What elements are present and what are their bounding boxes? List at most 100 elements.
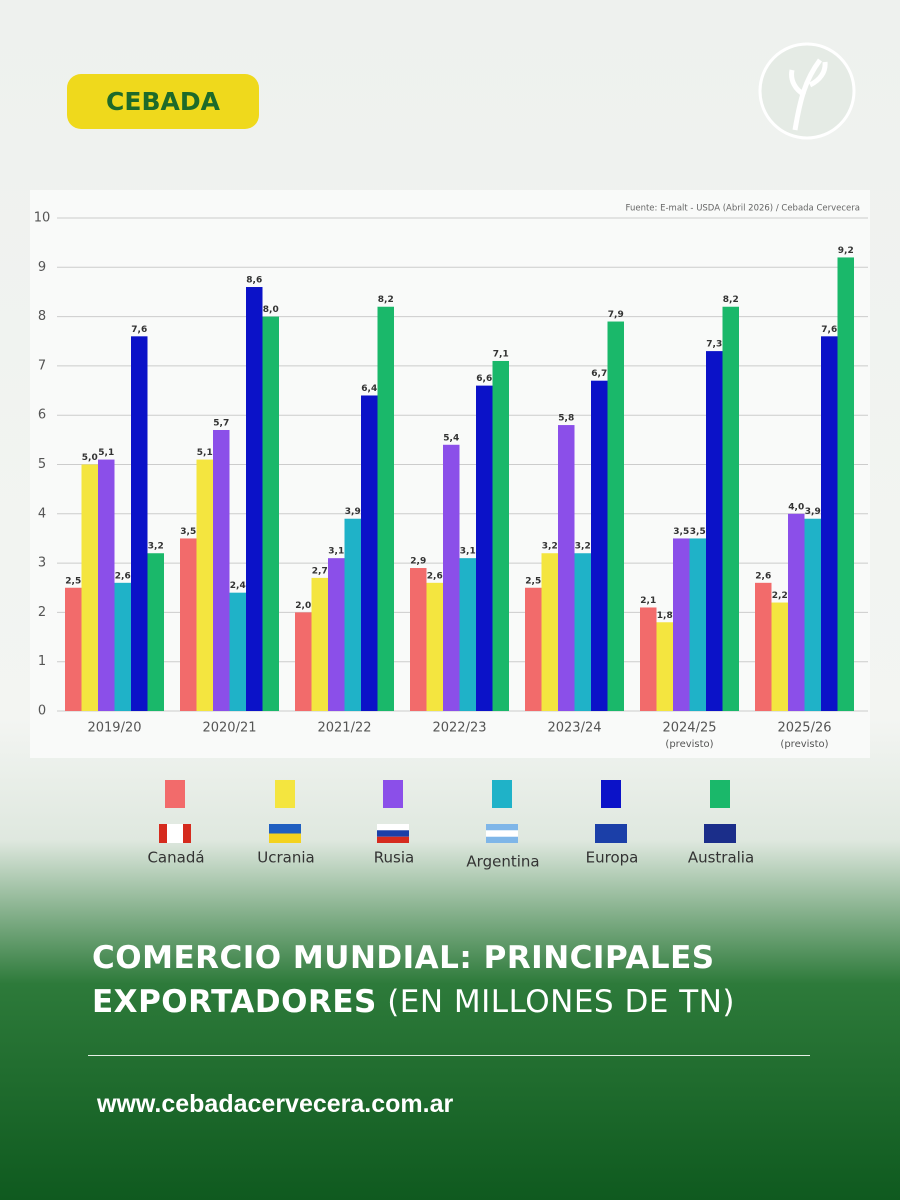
value-label: 3,9 [805, 507, 821, 517]
website: www.cebadacervecera.com.ar [97, 1090, 454, 1118]
x-tick-note: (previsto) [665, 739, 713, 750]
bar [492, 360, 509, 711]
value-label: 1,8 [657, 611, 673, 621]
value-label: 2,2 [772, 591, 788, 601]
y-tick-label: 6 [38, 408, 46, 423]
bar [673, 538, 690, 711]
value-label: 5,8 [558, 414, 574, 424]
y-tick-label: 8 [38, 309, 46, 324]
bar [114, 582, 131, 711]
legend-label: Ucrania [257, 849, 314, 867]
bar [262, 316, 279, 711]
value-label: 3,5 [690, 527, 706, 537]
value-label: 5,7 [213, 418, 229, 428]
bar [558, 425, 575, 711]
bar [196, 459, 213, 711]
value-label: 7,1 [493, 349, 509, 359]
x-tick-label: 2021/22 [317, 721, 371, 736]
legend-swatch [165, 780, 185, 808]
bar [65, 587, 82, 711]
value-label: 3,1 [328, 547, 344, 557]
x-tick-label: 2025/26 [777, 721, 831, 736]
x-tick-label: 2023/24 [547, 721, 601, 736]
x-tick-label: 2024/25 [662, 721, 716, 736]
bar [377, 306, 394, 711]
legend-flag [377, 836, 409, 843]
bar [476, 385, 493, 711]
bar [410, 568, 427, 711]
y-tick-label: 1 [38, 654, 46, 669]
legend-flag [595, 824, 627, 843]
divider [88, 1055, 810, 1056]
value-label: 5,4 [443, 433, 459, 443]
legend-swatch [601, 780, 621, 808]
bar [229, 592, 246, 711]
value-label: 6,7 [591, 369, 607, 379]
bar [98, 459, 115, 711]
title: COMERCIO MUNDIAL: PRINCIPALES EXPORTADOR… [92, 936, 832, 1024]
value-label: 7,9 [608, 310, 624, 320]
value-label: 7,6 [821, 325, 837, 335]
title-text: COMERCIO MUNDIAL: PRINCIPALES EXPORTADOR… [92, 940, 715, 1020]
bar [443, 444, 460, 711]
bar [459, 558, 476, 711]
bar [311, 577, 328, 711]
bar [689, 538, 706, 711]
x-tick-note: (previsto) [780, 739, 828, 750]
value-label: 3,5 [673, 527, 689, 537]
legend-swatch [492, 780, 512, 808]
value-label: 3,1 [460, 547, 476, 557]
y-tick-label: 10 [34, 211, 51, 226]
value-label: 2,6 [115, 571, 131, 581]
legend-flag [159, 824, 167, 843]
value-label: 5,0 [82, 453, 98, 463]
y-tick-label: 3 [38, 556, 46, 571]
legend-flag [183, 824, 191, 843]
bar [755, 582, 772, 711]
value-label: 2,5 [525, 576, 541, 586]
bar [541, 553, 558, 711]
bar [591, 380, 608, 711]
legend-label: Argentina [466, 853, 539, 871]
bar [656, 622, 673, 711]
value-label: 8,2 [378, 295, 394, 305]
legend-flag [704, 824, 736, 843]
bar [361, 395, 378, 711]
value-label: 8,2 [723, 295, 739, 305]
bar [821, 336, 838, 711]
bar [788, 513, 805, 711]
bar [328, 558, 345, 711]
bar [246, 287, 263, 711]
value-label: 5,1 [98, 448, 114, 458]
legend-label: Australia [688, 849, 754, 867]
value-label: 2,5 [65, 576, 81, 586]
source: Fuente: E-malt - USDA (Abril 2026) / Ceb… [626, 204, 860, 214]
y-tick-label: 2 [38, 605, 46, 620]
value-label: 8,0 [263, 305, 279, 315]
value-label: 8,6 [246, 276, 262, 286]
y-tick-label: 0 [38, 704, 46, 719]
unit: (EN MILLONES DE TN) [387, 984, 735, 1020]
bar [295, 612, 312, 711]
legend-swatch [383, 780, 403, 808]
legend-label: Rusia [374, 849, 414, 867]
x-tick-label: 2020/21 [202, 721, 256, 736]
bar [81, 464, 98, 711]
logo [758, 42, 856, 140]
value-label: 2,0 [295, 601, 311, 611]
value-label: 2,7 [312, 566, 328, 576]
bar [213, 429, 230, 711]
value-label: 3,2 [148, 542, 164, 552]
value-label: 2,4 [230, 581, 246, 591]
bar [640, 607, 657, 711]
bar [574, 553, 591, 711]
y-tick-label: 4 [38, 506, 46, 521]
bar [804, 518, 821, 711]
bar [607, 321, 624, 711]
value-label: 7,3 [706, 340, 722, 350]
legend-flag [486, 830, 518, 837]
value-label: 2,1 [640, 596, 656, 606]
legend-flag [269, 833, 301, 843]
value-label: 2,6 [755, 571, 771, 581]
